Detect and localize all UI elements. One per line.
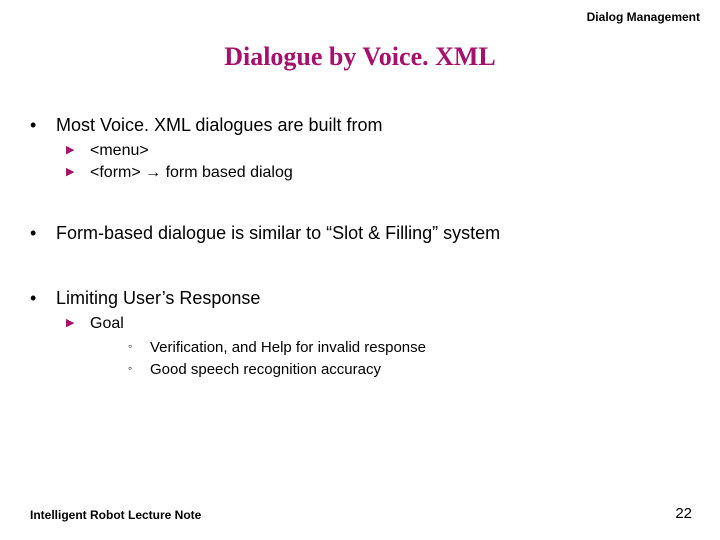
bullet-item: • Limiting User’s Response [30,288,690,309]
sub-item: ▶ <form> → form based dialog [66,162,690,184]
bullet-item: • Most Voice. XML dialogues are built fr… [30,115,690,136]
sub-item: ▶ Goal [66,313,690,335]
sub-sub-text: Good speech recognition accuracy [150,359,381,381]
circle-icon: ◦ [128,337,150,355]
page-number: 22 [675,505,692,522]
bullet-item: • Form-based dialogue is similar to “Slo… [30,223,690,244]
bullet-dot-icon: • [30,288,56,309]
sub-sub-list: ◦ Verification, and Help for invalid res… [128,337,690,381]
slide-header: Dialog Management [587,10,700,24]
slide-content: • Most Voice. XML dialogues are built fr… [30,115,690,399]
sub-sub-item: ◦ Good speech recognition accuracy [128,359,690,381]
sub-text: <form> → form based dialog [90,162,293,184]
sub-list: ▶ Goal ◦ Verification, and Help for inva… [66,313,690,381]
sub-text: Goal [90,313,124,335]
sub-text: <menu> [90,140,149,162]
sub-item: ▶ <menu> [66,140,690,162]
sub-sub-text: Verification, and Help for invalid respo… [150,337,426,359]
slide-title: Dialogue by Voice. XML [0,42,720,72]
bullet-text: Form-based dialogue is similar to “Slot … [56,223,500,244]
bullet-dot-icon: • [30,223,56,244]
triangle-icon: ▶ [66,140,90,158]
bullet-text: Most Voice. XML dialogues are built from [56,115,383,136]
circle-icon: ◦ [128,359,150,377]
triangle-icon: ▶ [66,162,90,180]
sub-list: ▶ <menu> ▶ <form> → form based dialog [66,140,690,185]
bullet-dot-icon: • [30,115,56,136]
triangle-icon: ▶ [66,313,90,331]
sub-sub-item: ◦ Verification, and Help for invalid res… [128,337,690,359]
footer-note: Intelligent Robot Lecture Note [30,508,201,522]
bullet-text: Limiting User’s Response [56,288,260,309]
